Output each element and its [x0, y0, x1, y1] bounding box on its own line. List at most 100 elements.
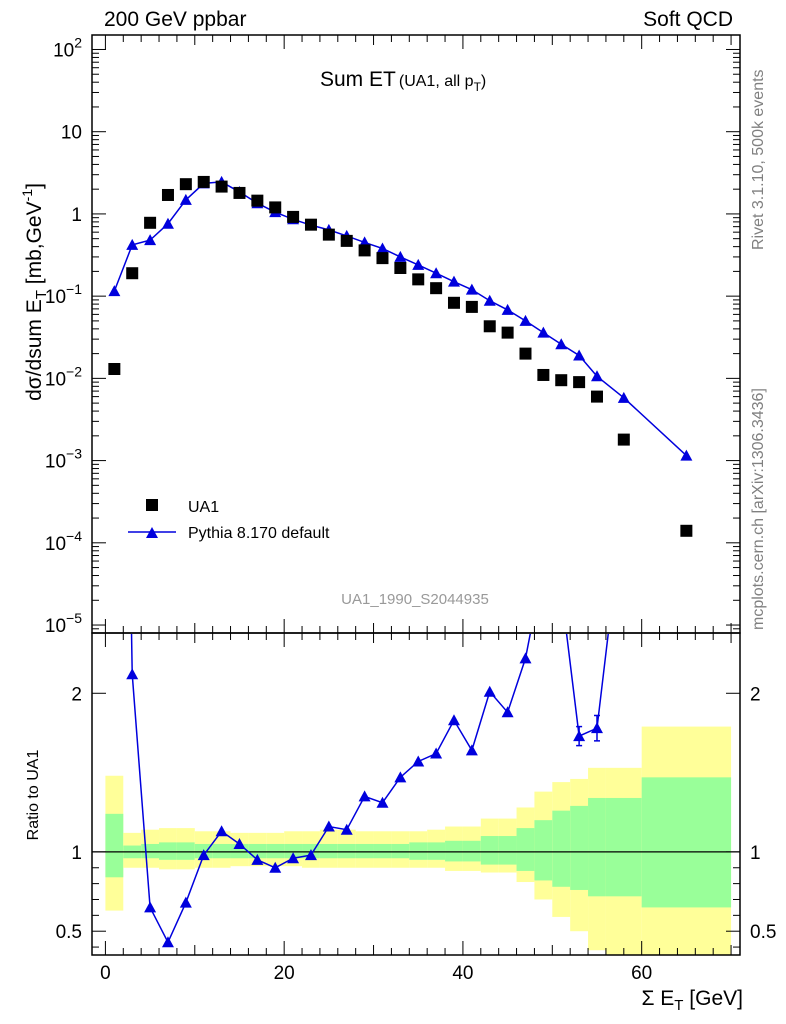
main-y-label-sup: -1 [19, 189, 35, 202]
band-inner [105, 813, 124, 878]
tick-mantissa: 10 [45, 452, 66, 473]
band-inner [284, 843, 303, 859]
ratio-point [197, 849, 210, 861]
analysis-watermark: UA1_1990_S2044935 [341, 591, 489, 608]
ratio-point [322, 820, 335, 832]
ratio-y-tick-label-right: 0.5 [750, 922, 776, 943]
plot-title: Sum ET (UA1, all pT) [320, 68, 486, 94]
tick-exponent: −2 [66, 363, 82, 379]
main-y-tick-label: 10−5 [45, 610, 82, 637]
plot-title-sub: (UA1, all p [399, 73, 474, 90]
x-axis-label-unit: [GeV] [683, 987, 743, 1010]
x-tick-label: 60 [631, 963, 652, 984]
main-y-tick-label: 10−3 [45, 446, 82, 473]
pythia-point [519, 314, 532, 326]
band-inner [266, 843, 285, 859]
ratio-point [233, 837, 246, 849]
ratio-point [126, 668, 139, 680]
band-inner [427, 842, 446, 860]
plot-title-main: Sum ET [320, 68, 396, 91]
tick-mantissa: 10 [45, 534, 66, 555]
ratio-series [126, 497, 630, 948]
band-inner [355, 843, 374, 859]
main-y-tick-label: 10−1 [45, 281, 82, 308]
ratio-point [161, 936, 174, 948]
ua1-point [197, 175, 210, 188]
tick-exponent: −4 [66, 528, 82, 544]
pythia-point [501, 303, 514, 315]
main-y-tick-label: 10 [61, 123, 82, 144]
ua1-point [269, 201, 282, 214]
ua1-point [304, 218, 317, 231]
ua1-point [233, 186, 246, 199]
ratio-point [483, 685, 496, 697]
ratio-y-tick-label-left: 0.5 [56, 922, 82, 943]
plot-title-sub-t: T [474, 80, 482, 94]
band-inner [319, 843, 338, 859]
ratio-point [144, 901, 157, 913]
main-series [108, 175, 693, 537]
ratio-point [376, 796, 389, 808]
ua1-point [358, 244, 371, 257]
ua1-point [340, 234, 353, 247]
ratio-point [412, 755, 425, 767]
ratio-point [251, 853, 264, 865]
tick-mantissa: 10 [45, 616, 66, 637]
band-inner [480, 836, 499, 865]
pythia-point [161, 217, 174, 229]
band-inner [605, 797, 642, 897]
ua1-point [412, 273, 425, 286]
x-tick-label: 0 [100, 963, 111, 984]
ua1-point [573, 376, 586, 389]
tick-mantissa: 10 [61, 123, 82, 144]
band-inner [462, 840, 481, 862]
main-plot-frame [91, 34, 741, 634]
pythia-point [108, 285, 121, 297]
ratio-point [573, 730, 586, 742]
ua1-point [179, 178, 192, 191]
band-inner [212, 843, 231, 859]
band-inner [337, 843, 356, 859]
x-axis-label: Σ ET [GeV] [641, 987, 743, 1014]
tick-mantissa: 10 [53, 40, 74, 61]
legend-pythia-marker [146, 527, 158, 538]
ratio-y-tick-label-right: 1 [750, 843, 761, 864]
ua1-point [465, 300, 478, 313]
tick-mantissa: 10 [45, 287, 66, 308]
main-y-tick-label: 1 [71, 205, 82, 226]
main-y-label: dσ/dsum ET [mb,GeV-1] [19, 183, 50, 401]
ratio-point [618, 497, 630, 508]
band-inner [391, 843, 410, 859]
x-axis-label-sub: T [674, 997, 683, 1014]
ua1-point [555, 374, 568, 387]
ratio-point [501, 706, 514, 718]
x-axis-label-main: Σ E [641, 987, 674, 1010]
ratio-point [465, 744, 478, 756]
band-inner [373, 843, 392, 859]
ua1-point [376, 252, 389, 265]
ratio-axis-ticks: 0.5 0.51 12 20 20 40 60 [56, 633, 776, 984]
ratio-point [537, 560, 549, 571]
ua1-point [617, 433, 630, 446]
main-y-tick-label: 102 [53, 34, 82, 61]
ua1-point [519, 347, 532, 360]
ua1-point [144, 216, 157, 229]
legend-pythia-label: Pythia 8.170 default [188, 525, 330, 542]
tick-mantissa: 1 [71, 205, 82, 226]
x-tick-label: 40 [452, 963, 473, 984]
header-left: 200 GeV ppbar [104, 8, 247, 31]
ua1-point [126, 267, 139, 280]
band-inner [534, 820, 553, 881]
ratio-y-tick-label-left: 2 [71, 684, 82, 705]
pythia-point [126, 238, 139, 250]
band-inner [248, 843, 267, 859]
tick-exponent: −1 [66, 281, 82, 297]
main-y-label-main: dσ/dsum E [23, 299, 46, 401]
main-y-label-end: ] [23, 183, 46, 189]
main-y-tick-label: 10−4 [45, 528, 82, 555]
pythia-point [394, 250, 407, 262]
main-y-tick-label: 10−2 [45, 363, 82, 390]
band-inner [409, 842, 428, 860]
main-y-label-unit: [mb,GeV [23, 201, 46, 290]
